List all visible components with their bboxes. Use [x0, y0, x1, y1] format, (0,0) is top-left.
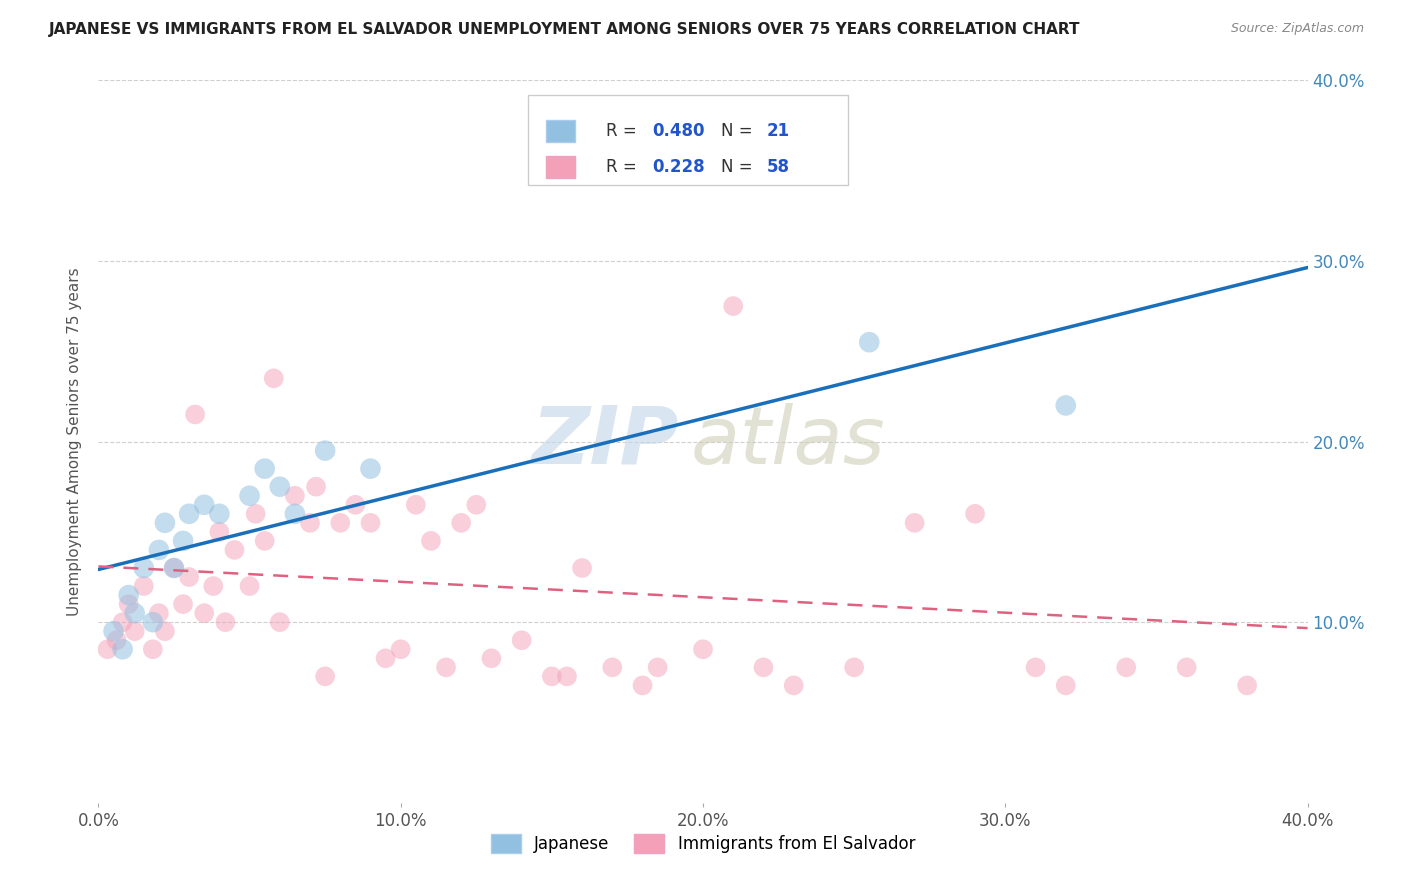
Point — [602, 660, 624, 674]
Point — [184, 408, 207, 422]
Point — [1236, 678, 1258, 692]
Point — [420, 533, 443, 548]
Text: N =: N = — [721, 122, 758, 140]
Point — [723, 299, 745, 313]
Point — [96, 642, 118, 657]
Point — [389, 642, 412, 657]
Point — [253, 533, 276, 548]
Point — [118, 588, 141, 602]
Point — [105, 633, 128, 648]
Point — [858, 335, 880, 350]
Point — [193, 606, 215, 620]
Point — [163, 561, 186, 575]
Point — [299, 516, 322, 530]
Text: 0.480: 0.480 — [652, 122, 704, 140]
Point — [124, 624, 146, 639]
Point — [263, 371, 285, 385]
Point — [239, 489, 262, 503]
Point — [329, 516, 352, 530]
Point — [202, 579, 225, 593]
Text: Source: ZipAtlas.com: Source: ZipAtlas.com — [1230, 22, 1364, 36]
Point — [450, 516, 472, 530]
Point — [111, 642, 134, 657]
Point — [269, 480, 291, 494]
Text: 21: 21 — [768, 122, 790, 140]
Point — [193, 498, 215, 512]
Point — [1115, 660, 1137, 674]
Point — [344, 498, 367, 512]
Point — [148, 606, 170, 620]
Point — [214, 615, 236, 630]
Point — [179, 570, 201, 584]
Point — [118, 597, 141, 611]
Point — [103, 624, 125, 639]
Point — [153, 516, 176, 530]
Point — [124, 606, 146, 620]
Point — [904, 516, 927, 530]
Point — [163, 561, 186, 575]
Text: R =: R = — [606, 122, 643, 140]
Text: N =: N = — [721, 158, 758, 176]
Text: R =: R = — [606, 158, 643, 176]
Point — [783, 678, 806, 692]
Point — [148, 542, 170, 557]
Point — [153, 624, 176, 639]
Point — [1054, 678, 1077, 692]
Point — [224, 542, 246, 557]
Point — [314, 443, 336, 458]
Point — [208, 524, 231, 539]
Point — [434, 660, 457, 674]
Point — [405, 498, 427, 512]
Point — [132, 579, 155, 593]
Point — [465, 498, 488, 512]
Point — [142, 615, 165, 630]
Point — [374, 651, 396, 665]
Point — [647, 660, 669, 674]
Point — [555, 669, 578, 683]
Point — [245, 507, 267, 521]
Point — [360, 516, 382, 530]
Point — [179, 507, 201, 521]
Text: ZIP: ZIP — [531, 402, 679, 481]
Point — [172, 597, 194, 611]
Legend: Japanese, Immigrants from El Salvador: Japanese, Immigrants from El Salvador — [484, 827, 922, 860]
Bar — [546, 156, 575, 178]
Point — [1054, 398, 1077, 412]
Point — [571, 561, 593, 575]
Point — [239, 579, 262, 593]
Point — [305, 480, 328, 494]
Point — [208, 507, 231, 521]
Point — [1024, 660, 1046, 674]
Point — [360, 461, 382, 475]
Text: 0.228: 0.228 — [652, 158, 704, 176]
Point — [284, 489, 307, 503]
Point — [965, 507, 987, 521]
Point — [481, 651, 503, 665]
Point — [676, 163, 699, 178]
Point — [172, 533, 194, 548]
Point — [510, 633, 533, 648]
Point — [692, 642, 714, 657]
Point — [111, 615, 134, 630]
Text: 58: 58 — [768, 158, 790, 176]
Y-axis label: Unemployment Among Seniors over 75 years: Unemployment Among Seniors over 75 years — [67, 268, 83, 615]
Point — [314, 669, 336, 683]
Point — [284, 507, 307, 521]
Point — [253, 461, 276, 475]
Point — [142, 642, 165, 657]
Point — [269, 615, 291, 630]
Point — [1175, 660, 1198, 674]
Text: JAPANESE VS IMMIGRANTS FROM EL SALVADOR UNEMPLOYMENT AMONG SENIORS OVER 75 YEARS: JAPANESE VS IMMIGRANTS FROM EL SALVADOR … — [49, 22, 1081, 37]
Bar — [546, 120, 575, 142]
FancyBboxPatch shape — [527, 95, 848, 185]
Text: atlas: atlas — [690, 402, 886, 481]
Point — [540, 669, 562, 683]
Point — [752, 660, 775, 674]
Point — [631, 678, 654, 692]
Point — [132, 561, 155, 575]
Point — [844, 660, 866, 674]
